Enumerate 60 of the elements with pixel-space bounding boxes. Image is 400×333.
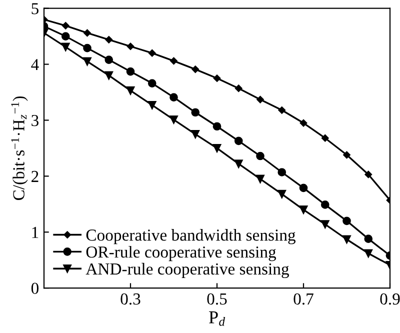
point (234, 160, 243, 168)
point (191, 108, 200, 117)
point (105, 36, 113, 44)
point (170, 57, 178, 65)
point (256, 174, 264, 184)
point (256, 152, 264, 160)
point (256, 96, 264, 104)
legend-label: AND-rule cooperative sensing (86, 262, 289, 278)
point (62, 22, 70, 30)
y-axis-title: C/(bit·s$^{−1}$·H$_{z}$$^{−1}$) (11, 96, 28, 200)
point (364, 234, 373, 243)
x-tick-label: 0.5 (207, 293, 227, 305)
x-tick-label: 0.3 (120, 293, 140, 305)
point (170, 115, 178, 124)
y-tick-label: 0 (31, 282, 39, 294)
point (364, 170, 372, 178)
point (212, 122, 222, 131)
point (126, 67, 135, 76)
point (213, 74, 221, 82)
point (191, 130, 200, 138)
point (148, 49, 156, 57)
point (83, 44, 92, 52)
point (278, 168, 286, 176)
point (321, 134, 329, 142)
point (320, 220, 330, 228)
point (364, 249, 373, 258)
y-tick-label: 1 (32, 226, 38, 238)
point (300, 119, 308, 127)
point (148, 79, 156, 88)
x-axis-title: P$_{d}$ (209, 311, 226, 326)
point (170, 93, 178, 102)
point (278, 106, 286, 114)
point (61, 32, 70, 40)
point (342, 216, 351, 226)
point (299, 206, 308, 214)
point (83, 57, 92, 66)
y-tick-label: 2 (32, 170, 38, 182)
point (126, 42, 134, 50)
point (104, 71, 114, 80)
point (234, 84, 242, 92)
point (299, 184, 308, 192)
y-tick-label: 5 (32, 3, 38, 14)
point (61, 42, 70, 52)
point (234, 136, 243, 146)
point (212, 144, 222, 152)
x-tick-label: 0.9 (380, 293, 400, 305)
legend-label: Cooperative bandwidth sensing (86, 229, 296, 244)
point (104, 56, 114, 64)
point (84, 29, 91, 37)
point (278, 190, 286, 198)
point (342, 235, 351, 244)
y-tick-label: 3 (32, 114, 38, 126)
point (320, 200, 330, 209)
point (126, 86, 135, 95)
x-tick-label: 0.7 (294, 293, 314, 305)
point (343, 151, 350, 159)
legend-label: OR-rule cooperative sensing (86, 246, 276, 262)
point (148, 100, 156, 110)
y-tick-label: 4 (31, 59, 39, 70)
point (192, 66, 200, 73)
